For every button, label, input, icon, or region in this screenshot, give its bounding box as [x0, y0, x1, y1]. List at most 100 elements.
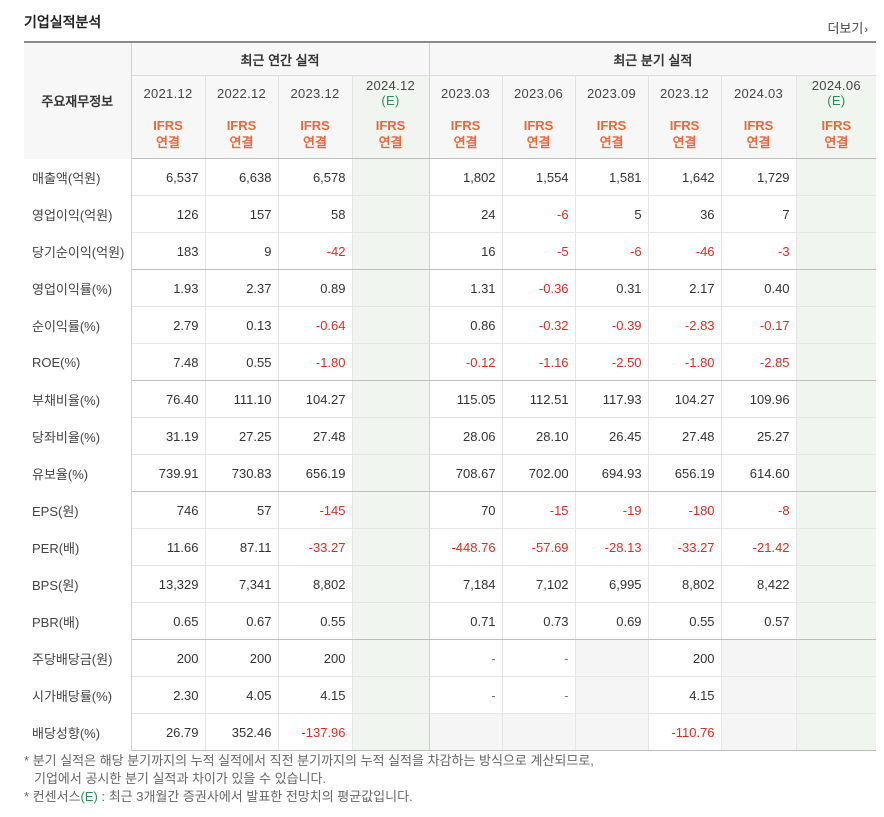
- annual-period-3: 2024.12 (E): [351, 75, 430, 110]
- annual-value-cell: 4.05: [204, 676, 278, 714]
- quarter-value-cell: [720, 639, 797, 677]
- quarter-value-cell: 28.06: [428, 417, 503, 455]
- ifrs-label: IFRS: [375, 118, 406, 133]
- quarter-value-cell: 36: [647, 195, 722, 233]
- footnote-2-suffix: : 최근 3개월간 증권사에서 발표한 전망치의 평균값입니다.: [97, 789, 413, 804]
- quarter-value-cell: -0.32: [501, 306, 576, 344]
- annual-value-cell: 183: [130, 232, 205, 270]
- annual-value-cell: 9: [204, 232, 278, 270]
- quarter-value-cell: 7: [720, 195, 797, 233]
- annual-value-cell: 87.11: [204, 528, 278, 566]
- quarter-value-cell: 708.67: [428, 454, 503, 492]
- quarter-value-cell: 7,102: [501, 565, 576, 603]
- quarter-value-cell: -: [428, 676, 503, 714]
- annual-value-cell: 6,638: [204, 158, 278, 196]
- row-label: EPS(원): [24, 491, 132, 529]
- annual-value-cell: [351, 232, 430, 270]
- row-header-label: 주요재무정보: [24, 42, 132, 159]
- quarter-value-cell: [795, 195, 877, 233]
- quarter-value-cell: 27.48: [647, 417, 722, 455]
- quarter-value-cell: 1,729: [720, 158, 797, 196]
- row-label: 매출액(억원): [24, 158, 132, 196]
- annual-value-cell: -33.27: [277, 528, 352, 566]
- consolidated-label: 연결: [229, 135, 254, 150]
- row-label: BPS(원): [24, 565, 132, 603]
- footnote-1-cont: 기업에서 공시한 분기 실적과 차이가 있을 수 있습니다.: [34, 771, 327, 786]
- quarter-value-cell: -448.76: [428, 528, 503, 566]
- quarter-value-cell: 7,184: [428, 565, 503, 603]
- ifrs-label: IFRS: [821, 118, 852, 133]
- table-row: 유보율(%) 739.91 730.83 656.19 708.67 702.00 694.…: [24, 454, 877, 492]
- annual-period-label: 2023.12: [290, 85, 340, 101]
- quarter-value-cell: -21.42: [720, 528, 797, 566]
- quarter-value-cell: 0.57: [720, 602, 797, 640]
- table-row: PBR(배) 0.65 0.67 0.55 0.71 0.73 0.69 0.55 0.57: [24, 602, 877, 640]
- annual-value-cell: 2.37: [204, 269, 278, 307]
- quarter-value-cell: [795, 417, 877, 455]
- ifrs-badge: IFRS 연결: [720, 110, 797, 159]
- quarter-value-cell: [574, 676, 649, 714]
- table-row: PER(배) 11.66 87.11 -33.27 -448.76 -57.69 -28.1…: [24, 528, 877, 566]
- annual-value-cell: 2.30: [130, 676, 205, 714]
- quarter-value-cell: 8,422: [720, 565, 797, 603]
- row-label: 영업이익률(%): [24, 269, 132, 307]
- ifrs-label: IFRS: [153, 118, 183, 133]
- quarter-value-cell: 1,802: [428, 158, 503, 196]
- annual-value-cell: 58: [277, 195, 352, 233]
- consolidated-label: 연결: [599, 135, 624, 150]
- quarter-value-cell: 104.27: [647, 380, 722, 418]
- row-label: 유보율(%): [24, 454, 132, 492]
- annual-value-cell: [351, 676, 430, 714]
- annual-period-1: 2022.12: [204, 75, 278, 110]
- annual-value-cell: -0.64: [277, 306, 352, 344]
- row-label: 시가배당률(%): [24, 676, 132, 714]
- annual-value-cell: 0.55: [204, 343, 278, 381]
- row-label: ROE(%): [24, 343, 132, 381]
- ifrs-badge: IFRS 연결: [277, 110, 352, 159]
- annual-value-cell: [351, 528, 430, 566]
- quarter-period-3: 2023.12: [647, 75, 722, 110]
- quarter-value-cell: -0.39: [574, 306, 649, 344]
- quarter-value-cell: 70: [428, 491, 503, 529]
- annual-value-cell: 76.40: [130, 380, 205, 418]
- table-row: 부채비율(%) 76.40 111.10 104.27 115.05 112.51 117.…: [24, 380, 877, 418]
- quarter-value-cell: -15: [501, 491, 576, 529]
- annual-group-header: 최근 연간 실적: [131, 42, 430, 76]
- quarter-value-cell: [795, 380, 877, 418]
- quarter-value-cell: 28.10: [501, 417, 576, 455]
- quarter-value-cell: -110.76: [647, 713, 722, 751]
- quarter-value-cell: [795, 713, 877, 751]
- quarter-value-cell: [501, 713, 576, 751]
- annual-value-cell: 0.67: [204, 602, 278, 640]
- table-row: 주당배당금(원) 200 200 200- -200: [24, 639, 877, 677]
- consolidated-label: 연결: [156, 135, 180, 150]
- annual-value-cell: 11.66: [130, 528, 205, 566]
- quarter-value-cell: [795, 454, 877, 492]
- quarter-value-cell: [795, 639, 877, 677]
- annual-value-cell: -42: [277, 232, 352, 270]
- more-link[interactable]: 더보기›: [827, 18, 868, 37]
- quarter-period-4: 2024.03: [720, 75, 797, 110]
- quarter-value-cell: [574, 639, 649, 677]
- consolidated-label: 연결: [824, 135, 849, 150]
- quarter-value-cell: 0.73: [501, 602, 576, 640]
- quarter-period-label: 2023.06: [514, 85, 564, 101]
- section-title: 기업실적분석: [24, 14, 102, 30]
- quarter-value-cell: [795, 306, 877, 344]
- annual-value-cell: 200: [204, 639, 278, 677]
- quarter-value-cell: 24: [428, 195, 503, 233]
- quarter-value-cell: -1.80: [647, 343, 722, 381]
- table-row: 매출액(억원) 6,537 6,638 6,578 1,802 1,554 1,581 1,6…: [24, 158, 877, 196]
- section-header: 기업실적분석 더보기›: [24, 10, 876, 37]
- annual-value-cell: 0.89: [277, 269, 352, 307]
- table-row: 영업이익률(%) 1.93 2.37 0.89 1.31 -0.36 0.31 2.17 0.4…: [24, 269, 877, 307]
- annual-period-2: 2023.12: [277, 75, 352, 110]
- annual-value-cell: 2.79: [130, 306, 205, 344]
- quarter-value-cell: 5: [574, 195, 649, 233]
- quarter-period-label: 2024.03: [734, 85, 784, 101]
- annual-period-label: 2022.12: [216, 85, 267, 101]
- quarter-value-cell: -33.27: [647, 528, 722, 566]
- quarter-value-cell: 115.05: [428, 380, 503, 418]
- quarter-value-cell: 8,802: [647, 565, 722, 603]
- annual-value-cell: 1.93: [130, 269, 205, 307]
